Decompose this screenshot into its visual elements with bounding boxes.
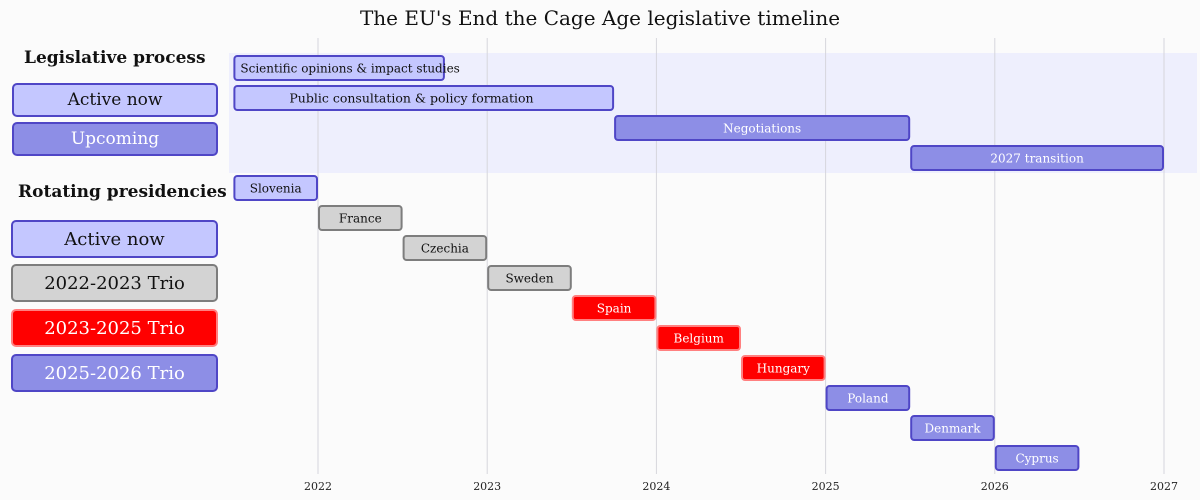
presidency-czechia-bar <box>402 235 488 261</box>
rotating-presidencies-heading: Rotating presidencies <box>18 182 227 202</box>
presidency-denmark-label: Denmark <box>925 421 982 435</box>
legend-active-now-process: Active now <box>12 83 218 117</box>
x-tick-2023: 2023 <box>473 480 501 493</box>
presidency-spain-label: Spain <box>597 301 632 315</box>
task-public-consultation-policy-formation-label: Public consultation & policy formation <box>289 91 533 106</box>
x-tick-2027: 2027 <box>1150 480 1178 493</box>
task-negotiations-label: Negotiations <box>723 121 801 135</box>
task-scientific-opinions-impact-studies-bar <box>233 55 445 81</box>
x-tick-2024: 2024 <box>642 480 670 493</box>
presidency-france-label: France <box>339 211 382 225</box>
presidency-cyprus-bar <box>994 445 1080 471</box>
presidency-cyprus-label: Cyprus <box>1015 451 1058 465</box>
x-tick-2022: 2022 <box>304 480 332 493</box>
presidency-poland-label: Poland <box>847 391 889 405</box>
presidency-slovenia-bar <box>233 175 318 201</box>
legend-trio-2025-2026: 2025-2026 Trio <box>11 354 218 392</box>
presidency-sweden-label: Sweden <box>505 271 553 285</box>
presidency-poland-bar <box>825 385 911 411</box>
legislative-process-heading: Legislative process <box>24 48 206 68</box>
task-public-consultation-policy-formation-bar <box>233 85 615 111</box>
presidency-sweden-bar <box>487 265 572 291</box>
legend-trio-2022-2023: 2022-2023 Trio <box>11 264 218 302</box>
task-2027-transition-label: 2027 transition <box>990 151 1084 165</box>
task-negotiations-bar <box>614 115 911 141</box>
legend-upcoming: Upcoming <box>12 122 218 156</box>
presidency-belgium-label: Belgium <box>674 331 725 345</box>
presidency-spain-bar <box>571 295 657 321</box>
chart-title: The EU's End the Cage Age legislative ti… <box>359 6 841 30</box>
presidency-belgium-bar <box>656 325 742 351</box>
legend-trio-2023-2025: 2023-2025 Trio <box>11 309 218 347</box>
presidency-slovenia-label: Slovenia <box>250 181 302 195</box>
task-2027-transition-bar <box>910 145 1165 171</box>
x-tick-2026: 2026 <box>981 480 1009 493</box>
presidency-hungary-label: Hungary <box>757 361 810 375</box>
presidency-czechia-label: Czechia <box>421 241 469 255</box>
task-scientific-opinions-impact-studies-label: Scientific opinions & impact studies <box>240 61 459 75</box>
legend-active-now-presidency: Active now <box>11 220 218 258</box>
presidency-france-bar <box>318 205 403 231</box>
presidency-hungary-bar <box>741 355 826 381</box>
presidency-denmark-bar <box>910 415 995 441</box>
x-tick-2025: 2025 <box>812 480 840 493</box>
